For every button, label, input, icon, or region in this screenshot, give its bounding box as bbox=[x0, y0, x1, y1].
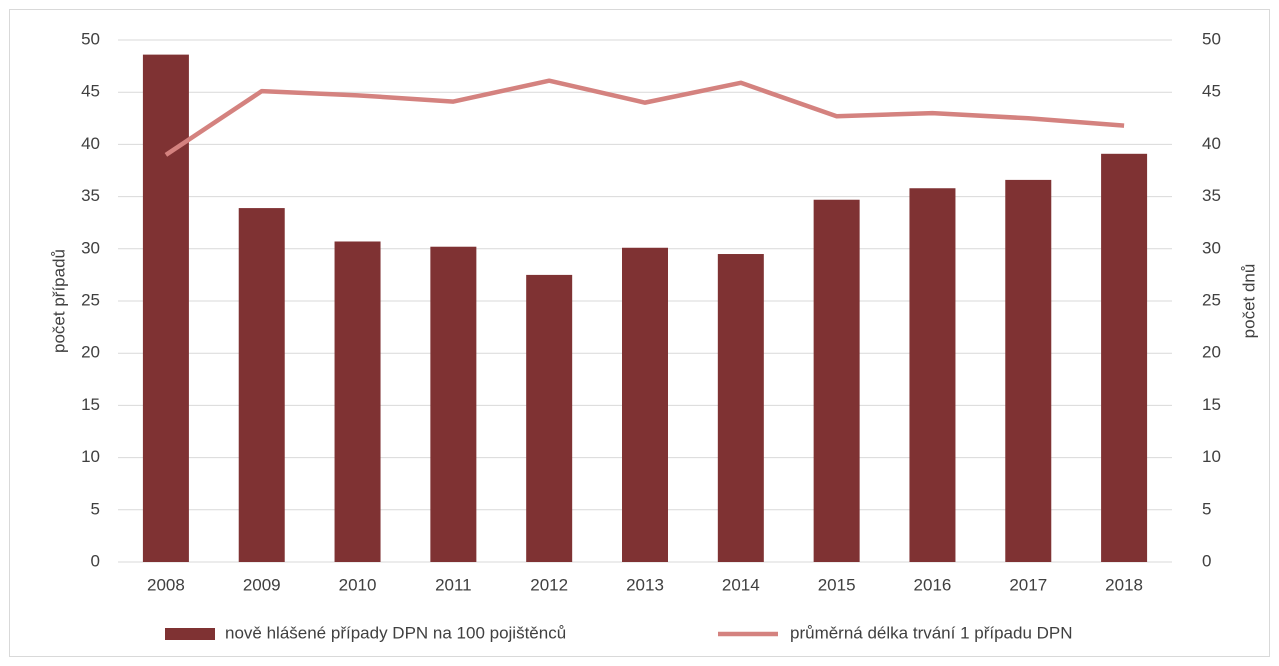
x-tick-label: 2011 bbox=[435, 575, 472, 594]
line bbox=[164, 78, 1125, 157]
x-tick-label: 2008 bbox=[147, 575, 185, 594]
y2-tick-label: 35 bbox=[1202, 186, 1221, 205]
bar bbox=[334, 241, 381, 562]
y2-tick-label: 0 bbox=[1202, 551, 1211, 570]
y-axis-label: počet případů bbox=[49, 249, 68, 353]
bar bbox=[238, 208, 285, 563]
x-tick-label: 2014 bbox=[722, 575, 760, 594]
x-tick-label: 2010 bbox=[339, 575, 377, 594]
y2-tick-label: 30 bbox=[1202, 238, 1221, 257]
x-tick-label: 2015 bbox=[818, 575, 856, 594]
y2-tick-label: 10 bbox=[1202, 447, 1221, 466]
x-tick-label: 2017 bbox=[1009, 575, 1047, 594]
legend-label: průměrná délka trvání 1 případu DPN bbox=[790, 623, 1073, 642]
bar bbox=[622, 247, 668, 563]
x-tick-label: 2018 bbox=[1105, 575, 1143, 594]
y-tick-label: 10 bbox=[81, 447, 100, 466]
bar bbox=[909, 188, 956, 563]
bar bbox=[813, 199, 860, 562]
y-tick-label: 0 bbox=[91, 551, 100, 570]
bar bbox=[717, 254, 764, 562]
bar bbox=[142, 54, 189, 563]
y-tick-label: 35 bbox=[81, 186, 100, 205]
x-tick-label: 2012 bbox=[530, 575, 568, 594]
x-tick-label: 2013 bbox=[626, 575, 664, 594]
x-tick-label: 2016 bbox=[914, 575, 952, 594]
bar bbox=[1101, 153, 1148, 562]
y2-tick-label: 50 bbox=[1202, 29, 1221, 48]
y2-tick-label: 5 bbox=[1202, 499, 1211, 518]
x-tick-label: 2009 bbox=[243, 575, 281, 594]
y-tick-label: 45 bbox=[81, 82, 100, 101]
bar bbox=[1005, 179, 1052, 562]
y2-tick-label: 25 bbox=[1202, 290, 1221, 309]
y-tick-label: 15 bbox=[81, 395, 100, 414]
legend-label: nově hlášené případy DPN na 100 pojištěn… bbox=[225, 623, 566, 642]
y-tick-label: 5 bbox=[91, 499, 100, 518]
bar bbox=[526, 274, 573, 562]
y2-tick-label: 20 bbox=[1202, 343, 1221, 362]
y-tick-label: 30 bbox=[81, 238, 100, 257]
y2-tick-label: 40 bbox=[1202, 134, 1221, 153]
legend-swatch bbox=[165, 628, 215, 640]
bar bbox=[430, 246, 477, 562]
y-tick-label: 25 bbox=[81, 290, 100, 309]
y2-tick-label: 45 bbox=[1202, 82, 1221, 101]
y-tick-label: 50 bbox=[81, 29, 100, 48]
y-tick-label: 20 bbox=[81, 343, 100, 362]
y2-tick-label: 15 bbox=[1202, 395, 1221, 414]
y2-axis-label: počet dnů bbox=[1239, 264, 1258, 339]
y-tick-label: 40 bbox=[81, 134, 100, 153]
